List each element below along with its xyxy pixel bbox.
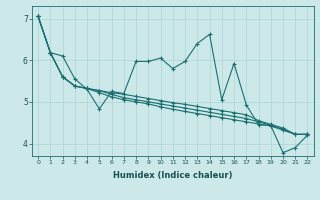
X-axis label: Humidex (Indice chaleur): Humidex (Indice chaleur): [113, 171, 233, 180]
